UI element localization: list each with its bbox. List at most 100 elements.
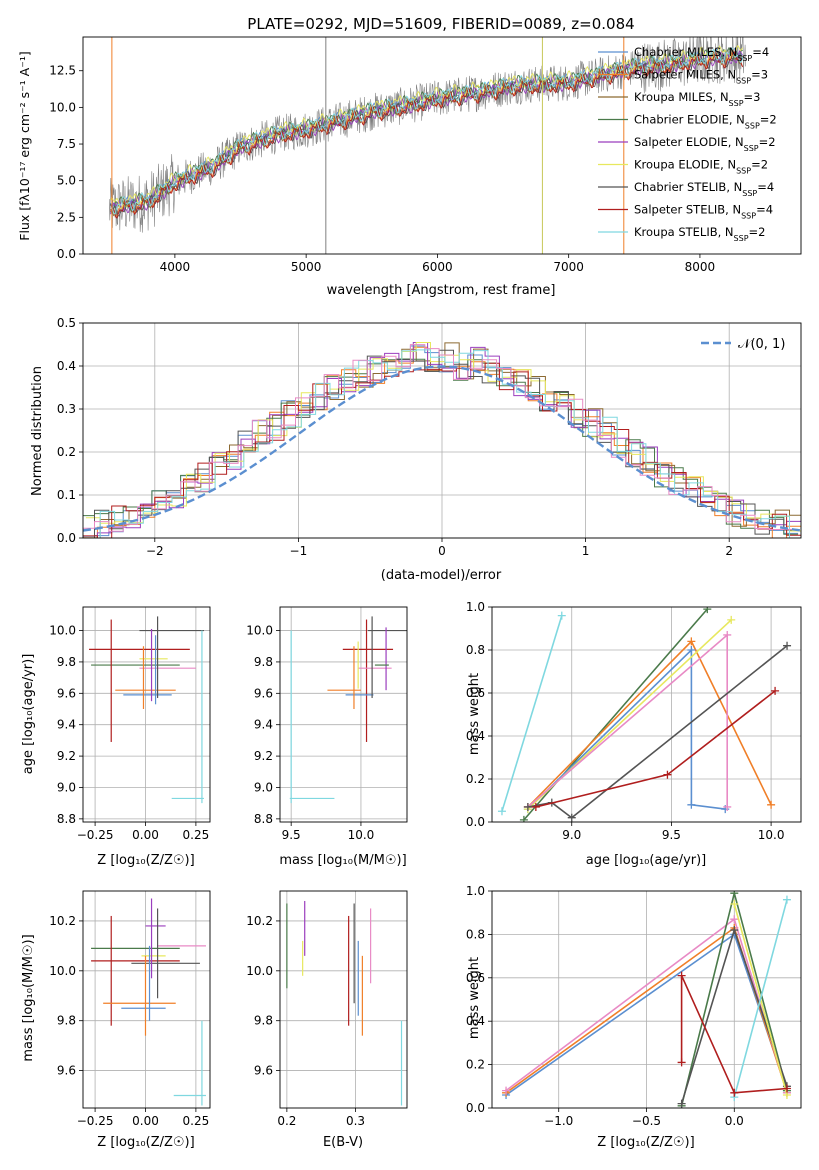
legend-subscript: SSP [741,211,756,220]
weight-marker [523,802,532,811]
y-tick-label: 9.6 [254,686,273,700]
y-tick-label: 2.5 [57,210,76,224]
legend-count: =2 [759,135,776,149]
legend-entry: 𝒩(0, 1) [738,337,785,352]
weight-marker [502,1086,511,1095]
y-tick-label: 10.0 [49,624,76,638]
weight-marker [531,802,540,811]
y-tick-label: 10.0 [49,964,76,978]
axes-frame [491,890,802,1109]
spectrum-plot-area [109,37,746,254]
legend-subscript: SSP [734,234,749,243]
errorbar-plot-area [89,616,204,804]
x-tick-label: 9.5 [282,828,301,842]
y-tick-label: 0.8 [466,643,485,657]
legend-entry: Salpeter MILES, NSSP=3 [634,68,768,86]
weight-marker [703,607,712,614]
legend-count: =4 [752,45,769,59]
massZ-ylabel: mass [log₁₀(M/M☉)] [21,934,36,1061]
histogram-step-line [83,346,801,538]
weight-marker [727,615,736,624]
legend-entry: Chabrier MILES, NSSP=4 [634,45,769,63]
axes-frame [279,890,408,1109]
y-tick-label: 0.4 [57,359,76,373]
axes-frame [82,36,802,255]
y-tick-label: 10.0 [49,100,76,114]
y-tick-label: 9.6 [254,1064,273,1078]
weight-series-line [501,615,563,812]
y-tick-label: 5.0 [57,174,76,188]
y-tick-label: 9.6 [57,1064,76,1078]
model-spectrum-line [110,47,743,214]
y-tick-label: 9.4 [57,718,76,732]
weight-marker [730,891,739,898]
wZ-ylabel: mass weight [467,957,482,1039]
wZ-xlabel: Z [log₁₀(Z/Z☉)] [597,1135,694,1150]
x-tick-label: 0.00 [132,828,159,842]
histogram-plot-area [83,342,801,538]
legend-entry: Chabrier STELIB, NSSP=4 [634,180,774,198]
weight-plot-area [497,607,792,822]
weight-plot-area [502,891,791,1108]
y-tick-label: 9.0 [254,780,273,794]
weight-marker [677,1058,686,1067]
weight-marker [723,630,732,639]
y-tick-label: 10.0 [246,624,273,638]
legend-entry: Kroupa STELIB, NSSP=2 [634,225,765,243]
legend-subscript: SSP [729,99,744,108]
y-tick-label: 1.0 [466,884,485,898]
mass-vs-extinction-panel: E(B-V) 0.2 0.3 9.6 9.8 10.0 10.2 [246,890,408,1150]
legend-count: =3 [744,90,761,104]
y-tick-label: 9.2 [254,749,273,763]
x-tick-label: 1 [582,544,590,558]
legend-entry: Salpeter ELODIE, NSSP=2 [634,135,776,153]
legend-entry: Salpeter STELIB, NSSP=4 [634,203,773,221]
weight-marker [557,611,566,620]
x-tick-label: −0.25 [77,1114,114,1128]
y-tick-label: 0.1 [57,488,76,502]
y-tick-label: 9.8 [254,655,273,669]
y-tick-label: 0.6 [466,971,485,985]
y-tick-label: 9.8 [57,1014,76,1028]
y-tick-label: 12.5 [49,64,76,78]
y-tick-label: 8.8 [57,812,76,826]
weight-marker [497,807,506,816]
x-tick-label: 10.0 [348,828,375,842]
axes-frame [279,606,408,823]
weight-marker [663,770,672,779]
axes-frame [82,890,211,1109]
weight-marker [783,641,792,650]
y-tick-label: 9.4 [254,718,273,732]
y-tick-label: 0.5 [57,316,76,330]
y-tick-label: 1.0 [466,600,485,614]
x-tick-label: 8000 [685,260,716,274]
x-tick-label: 0.00 [132,1114,159,1128]
legend-count: =2 [749,225,766,239]
weight-marker [687,800,696,809]
y-tick-label: 0.2 [57,445,76,459]
massZ-xlabel: Z [log₁₀(Z/Z☉)] [97,1135,194,1150]
legend-count: =4 [757,180,774,194]
x-tick-label: 6000 [422,260,453,274]
x-tick-label: −0.25 [77,828,114,842]
model-spectrum-line [110,47,744,215]
y-tick-label: 0.3 [57,402,76,416]
weight-marker [730,926,739,935]
x-tick-label: 0 [438,544,446,558]
errorbar-plot-area [91,898,206,1106]
histogram-step-line [83,344,799,532]
weight-marker [782,895,791,904]
x-tick-label: 7000 [553,260,584,274]
weight-vs-age-panel: age [log₁₀(age/yr)] mass weight 9.0 9.5 10… [466,600,802,868]
y-tick-label: 0.4 [466,1014,485,1028]
x-tick-label: 0.3 [346,1114,365,1128]
y-tick-label: 9.2 [57,749,76,763]
ageM-xlabel: mass [log₁₀(M/M☉)] [279,853,406,868]
histogram-step-line [83,349,799,538]
weight-marker [782,1084,791,1093]
y-tick-label: 0.0 [466,1101,485,1115]
wAge-xlabel: age [log₁₀(age/yr)] [586,853,707,868]
ageZ-ylabel: age [log₁₀(age/yr)] [21,654,36,775]
